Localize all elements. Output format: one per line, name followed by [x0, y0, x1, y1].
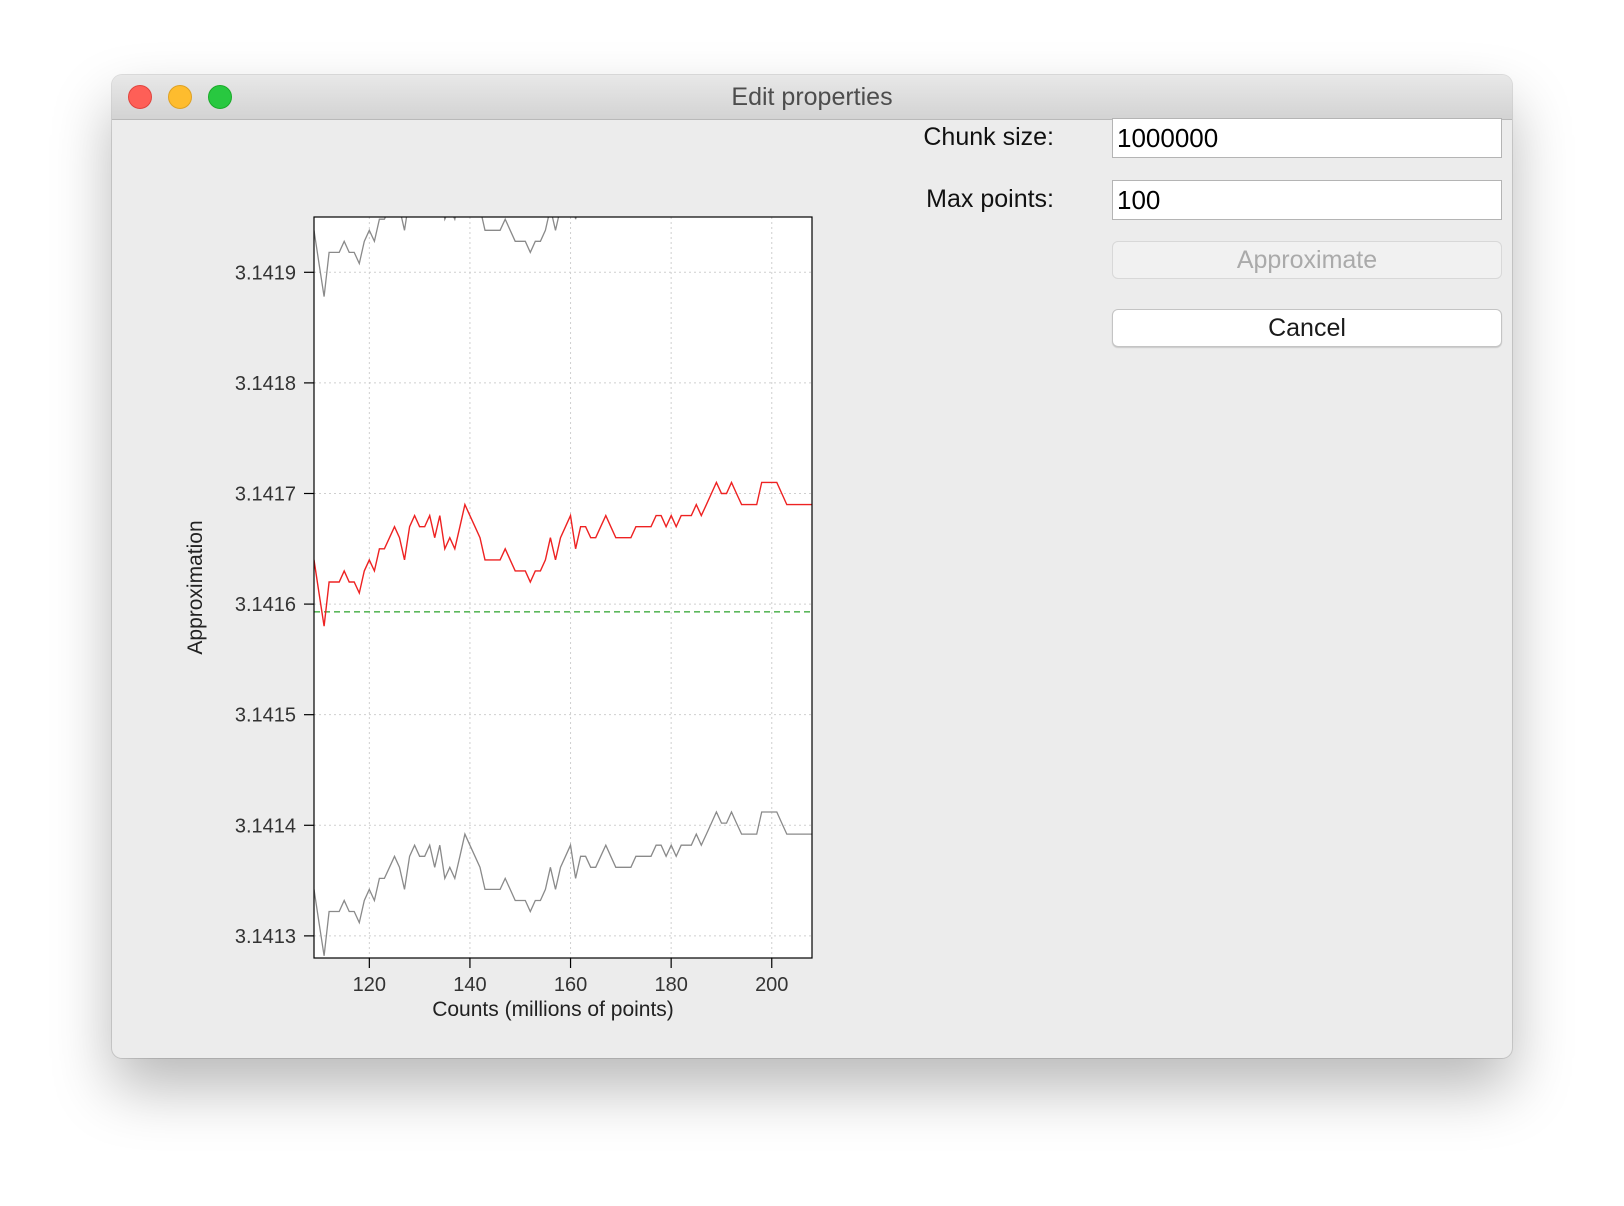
y-tick-label: 3.1418 — [235, 373, 296, 395]
window-title: Edit properties — [731, 83, 893, 111]
approximation-chart: 120 140 160 180 200 3.1413 3.1414 3.1415 3.1416 3… — [184, 216, 813, 1021]
title-bar[interactable]: Edit properties — [112, 75, 1512, 120]
chunk-size-label: Chunk size: — [923, 123, 1054, 151]
y-tick-label: 3.1417 — [235, 483, 296, 505]
lower-bound-line — [314, 810, 812, 956]
chunk-size-input[interactable] — [1112, 118, 1502, 158]
x-tick-label: 120 — [353, 974, 386, 996]
cancel-button[interactable]: Cancel — [1112, 309, 1502, 347]
approximation-line — [314, 480, 812, 627]
y-tick-label: 3.1415 — [235, 705, 296, 727]
y-axis-label: Approximation — [184, 520, 207, 654]
y-tick-label: 3.1419 — [235, 262, 296, 284]
y-tick-label: 3.1413 — [235, 926, 296, 948]
edit-properties-window: Edit properties 120 140 160 180 200 3.1413 3.1… — [112, 75, 1512, 1058]
y-tick-label: 3.1414 — [235, 815, 296, 837]
x-axis-label: Counts (millions of points) — [432, 998, 674, 1021]
plot-frame — [313, 216, 813, 959]
approximate-button[interactable]: Approximate — [1112, 241, 1502, 279]
max-points-input[interactable] — [1112, 180, 1502, 220]
maximize-window-button[interactable] — [208, 85, 232, 109]
max-points-label: Max points: — [926, 185, 1054, 213]
series-group — [314, 217, 812, 956]
y-tick-label: 3.1416 — [235, 594, 296, 616]
close-window-button[interactable] — [128, 85, 152, 109]
x-tick-label: 140 — [453, 974, 486, 996]
plot-area — [314, 217, 812, 958]
x-tick-label: 200 — [755, 974, 788, 996]
minimize-window-button[interactable] — [168, 85, 192, 109]
x-tick-label: 180 — [654, 974, 687, 996]
x-tick-label: 160 — [554, 974, 587, 996]
